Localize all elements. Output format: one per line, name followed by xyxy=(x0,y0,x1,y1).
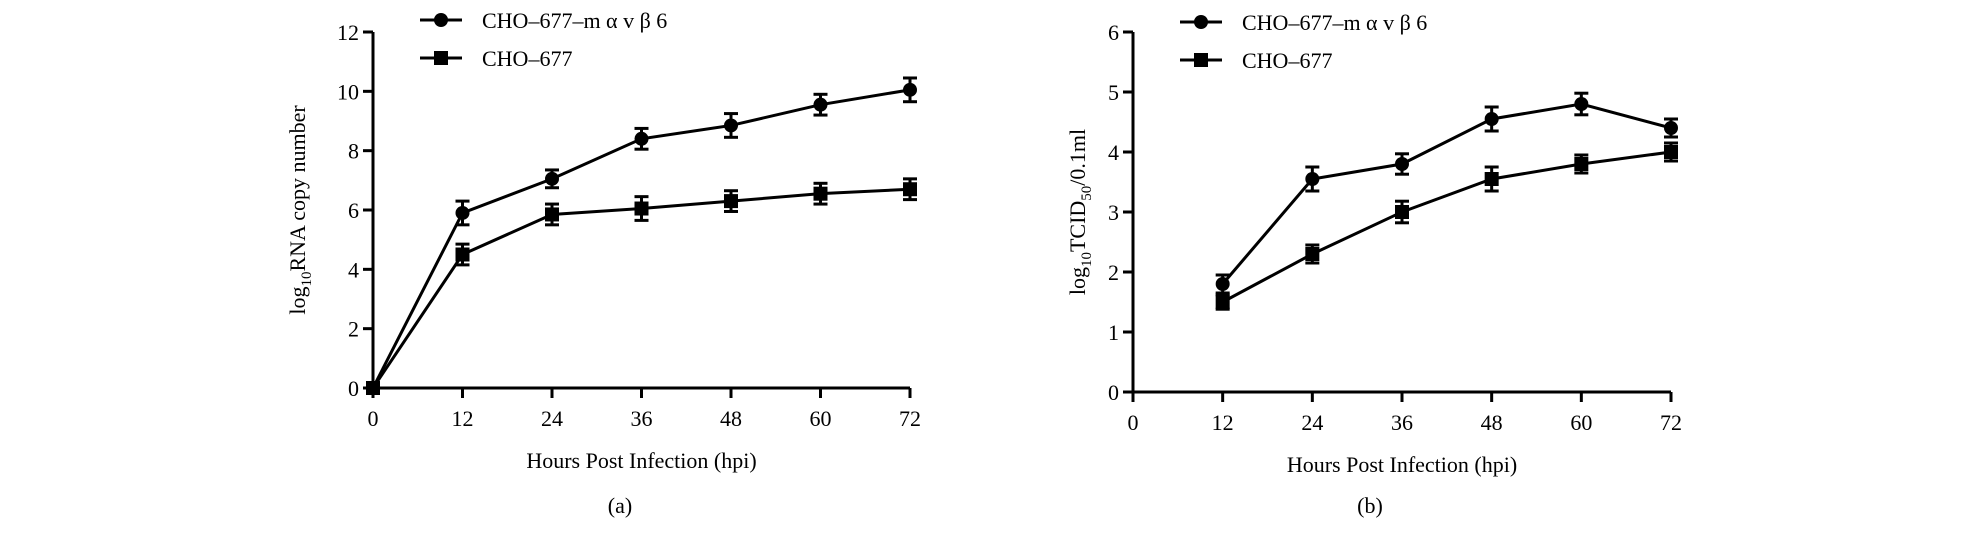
x-tick-label-b: 60 xyxy=(1570,410,1592,435)
data-point-circle-b xyxy=(1484,112,1499,126)
data-point-square-b xyxy=(1664,145,1678,159)
data-point-circle-b xyxy=(1395,157,1409,171)
x-tick-label-a: 36 xyxy=(631,406,653,431)
x-tick-label-b: 0 xyxy=(1128,410,1139,435)
legend-marker-circle-a xyxy=(434,13,448,27)
data-point-square-a xyxy=(366,381,380,395)
data-point-square-a xyxy=(813,186,828,201)
y-axis-label-text: RNA copy number xyxy=(285,105,310,272)
y-axis-label-prefix: log xyxy=(1065,267,1090,295)
y-axis-label-suffix: /0.1ml xyxy=(1065,129,1090,186)
x-tick-label-a: 60 xyxy=(810,406,832,431)
y-tick-label-b: 5 xyxy=(1108,80,1119,105)
x-tick-label-a: 72 xyxy=(899,406,921,431)
data-point-circle-a xyxy=(903,82,917,97)
y-tick-label-a: 4 xyxy=(348,257,359,282)
series-line-b-0 xyxy=(1221,102,1672,285)
legend-label-a: CHO–677–m α v β 6 xyxy=(482,8,667,33)
x-tick-label-b: 36 xyxy=(1391,410,1413,435)
y-tick-label-b: 4 xyxy=(1108,140,1119,165)
legend-label-b: CHO–677 xyxy=(1242,48,1332,73)
y-axis-label-sub: 10 xyxy=(299,272,315,287)
x-tick-label-b: 48 xyxy=(1481,410,1503,435)
y-tick-label-b: 0 xyxy=(1108,380,1119,405)
series-line-b-1 xyxy=(1221,150,1672,304)
legend-label-b: CHO–677–m α v β 6 xyxy=(1242,10,1427,35)
legend-marker-square-a xyxy=(434,51,448,65)
y-tick-label-b: 1 xyxy=(1108,320,1119,345)
y-tick-label-a: 12 xyxy=(337,20,359,45)
data-point-square-a xyxy=(545,207,559,222)
y-tick-label-a: 8 xyxy=(348,139,359,164)
x-tick-label-a: 24 xyxy=(541,406,563,431)
data-point-square-b xyxy=(1484,172,1499,186)
y-axis-label-sub2: 50 xyxy=(1079,186,1095,201)
data-point-circle-a xyxy=(813,97,828,112)
x-tick-label-b: 24 xyxy=(1301,410,1323,435)
data-point-circle-a xyxy=(634,131,649,146)
data-point-square-b xyxy=(1395,205,1409,219)
y-axis-label-prefix: log xyxy=(285,287,310,315)
y-axis-label-sub: 10 xyxy=(1079,252,1095,267)
x-tick-label-a: 12 xyxy=(452,406,474,431)
x-tick-label-a: 48 xyxy=(720,406,742,431)
data-point-circle-a xyxy=(455,205,470,220)
data-point-square-a xyxy=(724,194,738,209)
data-point-circle-b xyxy=(1215,277,1230,291)
data-point-square-b xyxy=(1574,157,1589,171)
panel-label-a: (a) xyxy=(608,493,632,518)
data-point-square-b xyxy=(1305,247,1320,261)
data-point-square-b xyxy=(1215,295,1230,309)
y-tick-label-b: 2 xyxy=(1108,260,1119,285)
data-point-square-a xyxy=(455,247,470,262)
data-point-circle-b xyxy=(1664,121,1678,135)
y-axis-label-a: log10RNA copy number xyxy=(285,105,315,315)
y-tick-label-a: 2 xyxy=(348,317,359,342)
data-point-circle-b xyxy=(1574,97,1589,111)
legend-marker-circle-b xyxy=(1194,15,1208,29)
data-point-square-a xyxy=(903,182,917,197)
x-tick-label-a: 0 xyxy=(368,406,379,431)
data-point-circle-a xyxy=(724,118,738,133)
y-tick-label-a: 0 xyxy=(348,376,359,401)
y-tick-label-b: 6 xyxy=(1108,20,1119,45)
y-tick-label-a: 10 xyxy=(337,79,359,104)
panel-label-b: (b) xyxy=(1357,493,1383,518)
data-point-circle-b xyxy=(1305,172,1320,186)
legend-label-a: CHO–677 xyxy=(482,46,572,71)
y-axis-label-b: log10TCID50/0.1ml xyxy=(1065,129,1095,295)
y-tick-label-b: 3 xyxy=(1108,200,1119,225)
x-axis-label-a: Hours Post Infection (hpi) xyxy=(526,448,756,473)
data-point-circle-a xyxy=(545,171,559,186)
legend-marker-square-b xyxy=(1194,53,1208,67)
x-tick-label-b: 12 xyxy=(1212,410,1234,435)
data-point-square-a xyxy=(634,201,649,216)
x-tick-label-b: 72 xyxy=(1660,410,1682,435)
y-tick-label-a: 6 xyxy=(348,198,359,223)
y-axis-label-text: TCID xyxy=(1065,201,1090,252)
x-axis-label-b: Hours Post Infection (hpi) xyxy=(1287,452,1517,477)
